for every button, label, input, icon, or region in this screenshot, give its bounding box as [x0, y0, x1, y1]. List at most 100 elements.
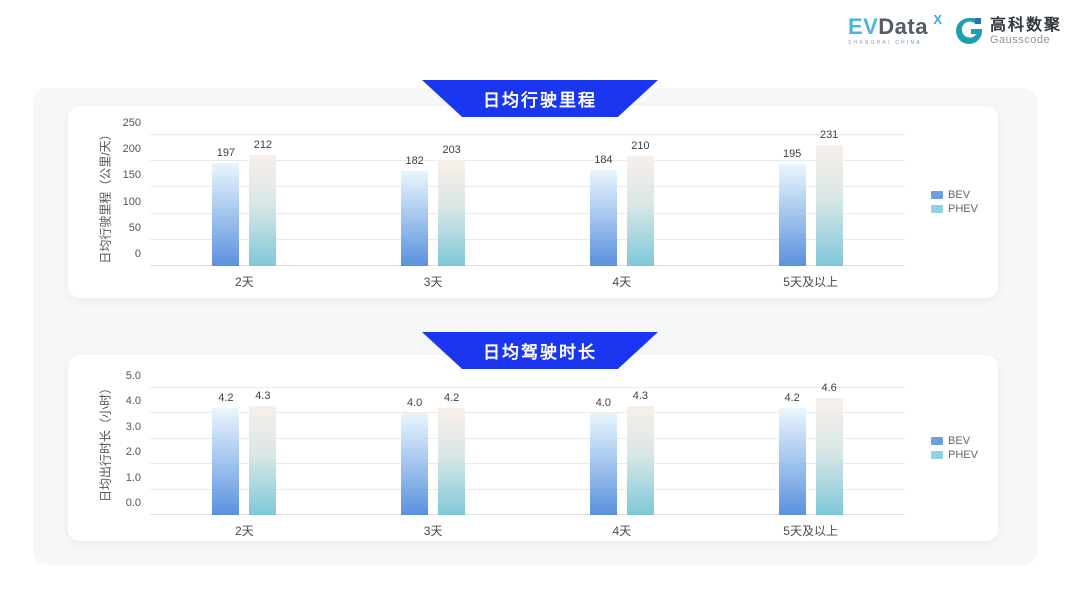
evdata-superscript: X [933, 12, 942, 27]
bar-phev[interactable]: 210 [626, 140, 654, 266]
value-label: 212 [253, 138, 273, 151]
value-label: 203 [442, 143, 461, 156]
x-category-label: 3天 [423, 275, 443, 289]
bar-phev[interactable]: 212 [249, 139, 277, 266]
legend-item-phev[interactable]: PHEV [931, 449, 978, 461]
evdata-ev-text: EV [847, 14, 879, 39]
legend-item-phev[interactable]: PHEV [931, 203, 978, 215]
value-label: 197 [216, 146, 236, 159]
bar-bev[interactable]: 182 [401, 155, 429, 266]
gridline [150, 488, 905, 490]
y-tick-label: 5.0 [125, 370, 141, 382]
legend-swatch [931, 437, 944, 445]
gridline [150, 412, 905, 414]
gausscode-g-icon [954, 16, 984, 46]
evdata-data-text: Data [878, 14, 928, 39]
bar-phev[interactable]: 231 [815, 129, 843, 266]
x-category-label: 4天 [612, 524, 632, 538]
x-category-label: 5天及以上 [783, 275, 838, 289]
gridline [150, 134, 905, 135]
gridline [150, 160, 905, 162]
bar-phev[interactable]: 4.3 [626, 390, 654, 515]
chart1-y-axis-label: 日均行驶里程（公里/天） [98, 128, 113, 264]
legend-label: PHEV [948, 203, 978, 215]
y-tick-label: 2.0 [125, 446, 141, 459]
x-category-label: 3天 [423, 524, 443, 538]
bar-group: 197 212 2天 [150, 135, 339, 289]
gridline [150, 238, 905, 240]
x-category-label: 5天及以上 [783, 524, 838, 538]
value-label: 195 [782, 147, 802, 160]
gausscode-cn-text: 高科数聚 [989, 16, 1062, 34]
bar-group: 184 210 4天 [528, 135, 717, 289]
gridline [150, 265, 905, 266]
gridline [150, 387, 905, 388]
evdata-logo: EVData X SHANGHAI CHINA [847, 12, 942, 46]
gridline [150, 514, 905, 515]
chart1-title: 日均行驶里程 [483, 91, 597, 110]
value-label: 184 [594, 153, 613, 166]
y-tick-label: 50 [128, 221, 141, 234]
chart2-legend: BEV PHEV [931, 433, 978, 463]
gridline [150, 212, 905, 214]
bar-phev[interactable]: 4.2 [438, 392, 466, 515]
value-label: 182 [405, 154, 424, 167]
bar-group: 4.0 4.3 4天 [528, 388, 717, 538]
y-tick-label: 100 [122, 195, 141, 208]
bar-phev[interactable]: 203 [438, 144, 466, 266]
bar-group: 4.0 4.2 3天 [339, 388, 528, 538]
bar-bev[interactable]: 195 [778, 148, 806, 266]
value-label: 4.0 [595, 397, 612, 410]
chart1-legend: BEV PHEV [931, 187, 978, 217]
evdata-wordmark: EVData [848, 16, 928, 38]
legend-label: BEV [948, 435, 971, 447]
chart2-card: 日均出行时长（小时） 0.0 1.0 2.0 3.0 4.0 5.0 4.2 4.3 2天 4.0… [68, 355, 998, 541]
bar-phev[interactable]: 4.6 [815, 382, 843, 515]
value-label: 4.3 [632, 389, 649, 402]
y-tick-label: 3.0 [125, 420, 141, 433]
value-label: 4.2 [784, 392, 800, 405]
bar-bev[interactable]: 4.0 [589, 397, 617, 515]
value-label: 210 [631, 139, 650, 152]
bar-group: 4.2 4.6 5天及以上 [716, 382, 905, 538]
bar-phev[interactable]: 4.3 [249, 390, 277, 515]
x-category-label: 2天 [235, 524, 254, 538]
chart2-title-banner: 日均驾驶时长 [422, 332, 658, 369]
value-label: 4.0 [406, 397, 423, 410]
y-tick-label: 200 [122, 143, 141, 156]
legend-swatch [931, 191, 944, 199]
gausscode-logo: 高科数聚 Gausscode [954, 16, 1062, 46]
chart1-title-banner: 日均行驶里程 [422, 80, 658, 117]
bar-group: 195 231 5天及以上 [716, 129, 905, 289]
bar-group: 4.2 4.3 2天 [150, 388, 339, 538]
value-label: 4.3 [255, 389, 271, 402]
gridline [150, 186, 905, 188]
chart2-title: 日均驾驶时长 [483, 343, 597, 362]
bar-group: 182 203 3天 [339, 135, 528, 289]
evdata-subtext: SHANGHAI CHINA [847, 40, 922, 46]
legend-label: BEV [948, 189, 971, 201]
y-tick-label: 4.0 [125, 395, 141, 408]
y-tick-label: 0 [134, 248, 141, 260]
y-tick-label: 250 [122, 117, 141, 129]
bar-bev[interactable]: 4.0 [401, 397, 429, 515]
y-tick-label: 0.0 [125, 497, 141, 509]
legend-item-bev[interactable]: BEV [931, 189, 978, 201]
legend-swatch [931, 205, 944, 213]
header-logos: EVData X SHANGHAI CHINA 高科数聚 Gausscode [847, 12, 1062, 46]
bar-bev[interactable]: 197 [212, 147, 240, 266]
legend-label: PHEV [948, 449, 978, 461]
bar-bev[interactable]: 4.2 [778, 392, 806, 515]
chart1-plot-area: 0 50 100 150 200 250 197 212 2天 182 203 3天 184 210 4天 1… [123, 117, 905, 289]
y-tick-label: 1.0 [125, 471, 141, 484]
bar-bev[interactable]: 4.2 [212, 392, 240, 515]
bar-bev[interactable]: 184 [589, 154, 617, 266]
gridline [150, 437, 905, 439]
chart1-card: 日均行驶里程（公里/天） 0 50 100 150 200 250 197 212 2天 182 2… [68, 106, 998, 298]
gridline [150, 463, 905, 465]
legend-item-bev[interactable]: BEV [931, 435, 978, 447]
x-category-label: 2天 [235, 275, 254, 289]
value-label: 4.2 [443, 392, 460, 405]
x-category-label: 4天 [612, 275, 632, 289]
value-label: 4.6 [821, 382, 837, 395]
